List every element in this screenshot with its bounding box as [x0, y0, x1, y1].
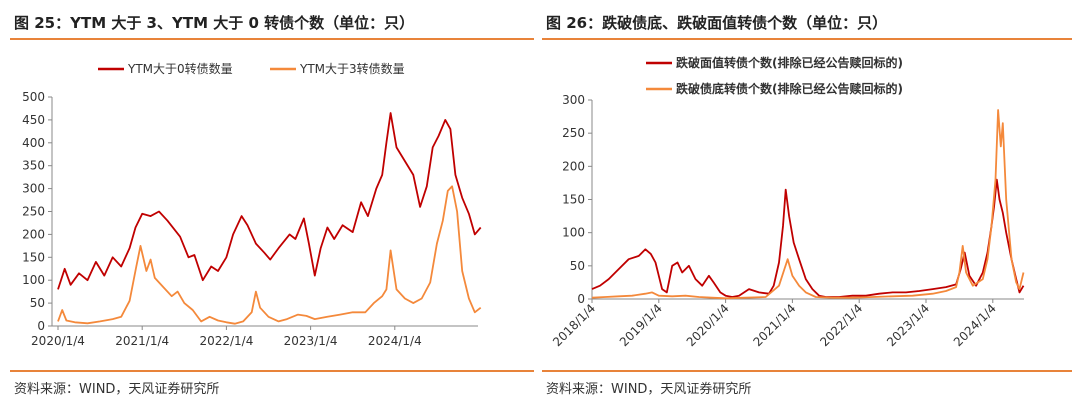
right-y-tick-label-0: 0	[577, 292, 585, 306]
right-y-tick-label-5: 250	[562, 126, 585, 140]
right-y-tick-label-3: 150	[562, 193, 585, 207]
left-y-tick-label-5: 250	[22, 205, 45, 219]
right-x-tick-label-1: 2019/1/4	[617, 301, 665, 349]
left-y-tick-label-4: 200	[22, 227, 45, 241]
left-y-tick-label-9: 450	[22, 113, 45, 127]
left-y-tick-label-1: 50	[30, 296, 45, 310]
right-y-tick-label-2: 100	[562, 226, 585, 240]
right-series-line-0	[591, 178, 1025, 298]
right-title-rule	[542, 38, 1072, 40]
left-y-tick-label-3: 150	[22, 250, 45, 264]
right-x-tick-label-5: 2023/1/4	[884, 301, 932, 349]
right-series-line-1	[591, 109, 1025, 300]
left-y-tick-label-8: 400	[22, 136, 45, 150]
right-source-rule	[542, 370, 1072, 372]
left-chart-title: 图 25：YTM 大于 3、YTM 大于 0 转债个数（单位：只）	[14, 14, 415, 32]
left-y-tick-label-10: 500	[22, 90, 45, 104]
left-y-tick-label-2: 100	[22, 273, 45, 287]
left-x-tick-label-3: 2023/1/4	[284, 334, 338, 348]
right-x-tick-label-4: 2022/1/4	[817, 301, 865, 349]
left-legend-label-0: YTM大于0转债数量	[127, 61, 233, 76]
left-title-rule	[10, 38, 534, 40]
right-x-tick-label-2: 2020/1/4	[684, 301, 732, 349]
left-series-line-0	[57, 112, 482, 290]
right-x-tick-label-6: 2024/1/4	[951, 301, 999, 349]
right-y-tick-label-4: 200	[562, 159, 585, 173]
right-chart: 0 50 100 150 200 250 300 2018/1/4 2019/1/4 2020/1…	[550, 55, 1025, 349]
left-y-tick-label-0: 0	[37, 319, 45, 333]
right-y-tick-label-1: 50	[570, 259, 585, 273]
left-x-tick-label-4: 2024/1/4	[368, 334, 422, 348]
left-legend-label-1: YTM大于3转债数量	[299, 61, 405, 76]
left-source-note: 资料来源：WIND，天风证券研究所	[14, 382, 220, 397]
left-series-line-1	[57, 185, 482, 325]
right-chart-title: 图 26：跌破债底、跌破面值转债个数（单位：只）	[546, 14, 888, 32]
left-x-tick-label-0: 2020/1/4	[31, 334, 85, 348]
left-chart: 0 50 100 150 200 250 300 350 400 450 500 2020/1/4 20…	[22, 61, 482, 348]
right-y-tick-label-6: 300	[562, 93, 585, 107]
right-x-tick-label-0: 2018/1/4	[550, 301, 598, 349]
right-x-tick-label-3: 2021/1/4	[751, 301, 799, 349]
left-y-tick-label-6: 300	[22, 182, 45, 196]
right-panel: 图 26：跌破债底、跌破面值转债个数（单位：只） 0 50 100 150 200 250…	[540, 0, 1080, 406]
left-x-tick-label-1: 2021/1/4	[115, 334, 169, 348]
left-y-tick-label-7: 350	[22, 159, 45, 173]
right-source-note: 资料来源：WIND，天风证券研究所	[546, 382, 752, 397]
right-legend-label-0: 跌破面值转债个数(排除已经公告赎回标的)	[676, 55, 903, 70]
right-legend-label-1: 跌破债底转债个数(排除已经公告赎回标的)	[676, 81, 903, 96]
left-panel: 图 25：YTM 大于 3、YTM 大于 0 转债个数（单位：只） 0 50 100…	[0, 0, 534, 406]
left-x-tick-label-2: 2022/1/4	[199, 334, 253, 348]
left-source-rule	[10, 370, 534, 372]
